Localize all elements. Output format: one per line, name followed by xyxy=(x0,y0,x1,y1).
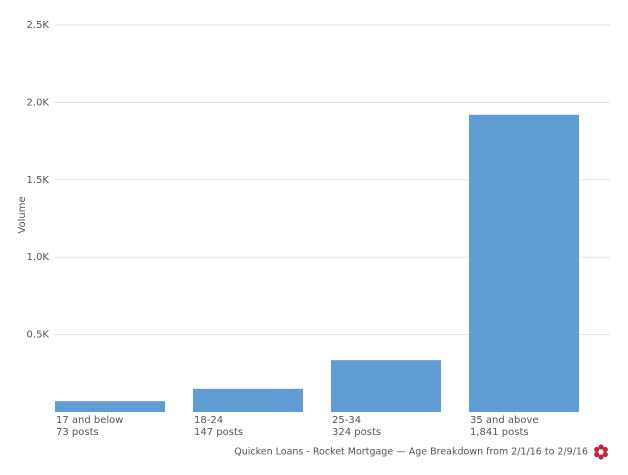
bar xyxy=(55,401,165,412)
y-tick-label: 1.0K xyxy=(27,252,50,263)
y-tick-label: 0.5K xyxy=(27,330,50,341)
x-tick-label: 18-24 xyxy=(194,415,223,426)
y-tick-label: 2.5K xyxy=(27,20,50,31)
bar xyxy=(469,114,579,412)
footer: Quicken Loans - Rocket Mortgage — Age Br… xyxy=(234,447,588,458)
x-tick-label: 17 and below xyxy=(56,415,123,426)
x-tick-sublabel: 73 posts xyxy=(56,427,99,438)
bar xyxy=(331,360,441,412)
logo-icon xyxy=(594,444,608,460)
y-tick-label: 2.0K xyxy=(27,97,50,108)
x-tick-sublabel: 1,841 posts xyxy=(470,427,529,438)
x-tick-sublabel: 147 posts xyxy=(194,427,243,438)
bar xyxy=(193,388,303,412)
x-tick-label: 35 and above xyxy=(470,415,539,426)
x-tick-label: 25-34 xyxy=(332,415,361,426)
y-tick-label: 1.5K xyxy=(27,175,50,186)
y-axis-label: Volume xyxy=(17,196,28,233)
x-tick-sublabel: 324 posts xyxy=(332,427,381,438)
